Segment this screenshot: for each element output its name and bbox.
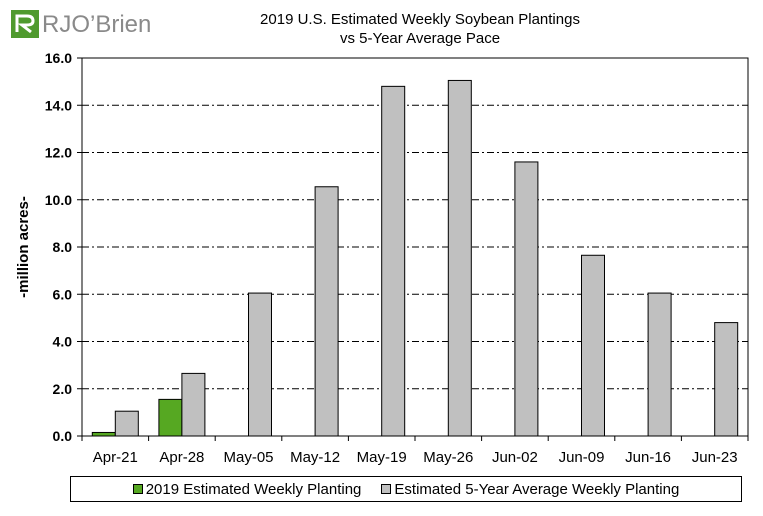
bar-2019-apr-28 xyxy=(158,398,183,437)
x-tick-label: Jun-16 xyxy=(625,449,671,466)
bar-5yr-avg-jun-09 xyxy=(581,254,605,437)
legend-swatch-5yr xyxy=(381,484,392,494)
x-tick-label: May-12 xyxy=(290,449,340,466)
rjobrien-logo-mark-icon xyxy=(11,10,39,38)
y-tick-label: 14.0 xyxy=(45,97,72,113)
y-tick-label: 10.0 xyxy=(45,192,72,208)
y-tick-label: 4.0 xyxy=(53,334,73,350)
bar-5yr-avg-jun-16 xyxy=(647,292,672,437)
legend-item-5yr: Estimated 5-Year Average Weekly Planting xyxy=(381,481,679,498)
x-tick-label: May-05 xyxy=(223,449,273,466)
x-tick-label: May-19 xyxy=(357,449,407,466)
bar-5yr-avg-apr-28 xyxy=(181,372,206,437)
bar-5yr-avg-jun-02 xyxy=(514,161,539,437)
x-tick-label: May-26 xyxy=(423,449,473,466)
bar-chart: 0.0 2.0 4.0 6.0 8.0 10.0 12.0 14.0 16.0 Apr-21 Apr… xyxy=(15,50,749,466)
y-tick-label: 8.0 xyxy=(53,239,73,255)
legend-label-5yr: Estimated 5-Year Average Weekly Planting xyxy=(394,480,680,498)
legend-swatch-2019 xyxy=(132,484,143,494)
y-tick-label: 0.0 xyxy=(53,428,73,444)
bar-5yr-avg-may-05 xyxy=(248,292,272,437)
y-tick-label: 16.0 xyxy=(45,50,72,66)
y-tick-label: 6.0 xyxy=(53,286,73,302)
legend-label-2019: 2019 Estimated Weekly Planting xyxy=(145,480,362,498)
bar-5yr-avg-may-19 xyxy=(381,85,406,437)
legend: 2019 Estimated Weekly Planting Estimated… xyxy=(70,476,742,502)
legend-item-2019: 2019 Estimated Weekly Planting xyxy=(132,480,362,498)
y-tick-label: 2.0 xyxy=(53,381,73,397)
rjobrien-logo: RJO’Brien xyxy=(10,9,160,43)
chart-subtitle: vs 5-Year Average Pace xyxy=(339,30,501,47)
y-tick-label: 12.0 xyxy=(45,145,72,161)
bar-5yr-avg-apr-21 xyxy=(114,410,139,437)
x-tick-label: Apr-28 xyxy=(159,449,204,466)
x-tick-label: Jun-23 xyxy=(692,449,738,466)
x-tick-label: Apr-21 xyxy=(93,449,138,466)
bar-5yr-avg-may-26 xyxy=(447,79,472,437)
y-axis-label: -million acres- xyxy=(15,196,32,298)
x-tick-label: Jun-09 xyxy=(559,449,605,466)
bar-5yr-avg-may-12 xyxy=(314,186,339,437)
chart-title: 2019 U.S. Estimated Weekly Soybean Plant… xyxy=(260,11,580,28)
chart-title-block: 2019 U.S. Estimated Weekly Soybean Plant… xyxy=(180,10,660,48)
bar-2019-apr-21 xyxy=(91,431,116,437)
logo-text: RJO’Brien xyxy=(42,11,152,38)
x-tick-label: Jun-02 xyxy=(492,449,538,466)
bar-5yr-avg-jun-23 xyxy=(714,322,739,437)
